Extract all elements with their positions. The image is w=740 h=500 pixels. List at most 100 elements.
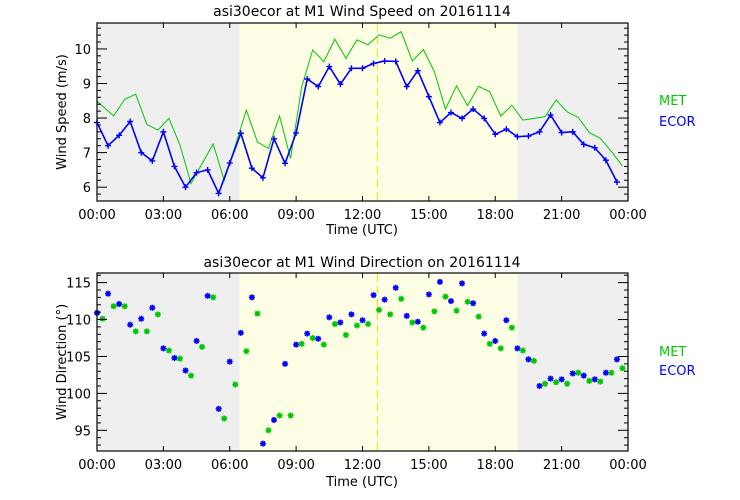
data-point-ecor <box>525 356 532 363</box>
data-point-ecor <box>138 149 145 156</box>
data-point-met <box>586 377 593 384</box>
data-point-ecor <box>448 298 454 305</box>
data-point-ecor <box>481 115 488 122</box>
data-point-ecor <box>436 119 443 126</box>
data-point-met <box>199 343 206 350</box>
data-point-ecor <box>326 314 333 321</box>
data-point-met <box>486 340 493 347</box>
x-tick-label: 00:00 <box>78 458 115 473</box>
data-point-met <box>132 328 139 335</box>
y-tick-label: 6 <box>83 181 91 196</box>
data-point-ecor <box>160 128 167 135</box>
data-point-ecor <box>259 174 266 181</box>
data-point-ecor <box>613 178 620 185</box>
data-point-met <box>420 324 427 331</box>
night-shading <box>517 23 628 201</box>
wind-speed-ylabel: Wind Speed (m/s) <box>55 54 70 170</box>
legend-ecor-label: ECOR <box>659 115 696 130</box>
data-point-ecor <box>381 296 388 303</box>
data-point-met <box>287 412 294 419</box>
data-point-ecor <box>271 135 277 142</box>
data-point-met <box>210 294 217 301</box>
data-point-ecor <box>149 157 156 164</box>
series-line-met <box>96 30 623 186</box>
data-point-ecor <box>492 337 499 344</box>
data-point-ecor <box>215 405 222 412</box>
data-point-met <box>154 311 161 318</box>
data-point-ecor <box>580 141 587 148</box>
data-point-ecor <box>337 81 344 88</box>
data-point-ecor <box>226 159 233 166</box>
y-tick-label: 10 <box>74 43 91 58</box>
data-point-met <box>442 293 449 300</box>
data-point-ecor <box>193 169 200 176</box>
x-tick-label: 00:00 <box>78 208 115 223</box>
night-shading <box>97 23 240 201</box>
data-point-met <box>564 380 571 387</box>
data-point-ecor <box>226 358 233 365</box>
data-point-ecor <box>392 284 399 291</box>
data-point-ecor <box>381 58 388 65</box>
data-point-met <box>353 322 360 329</box>
data-point-met <box>530 357 537 364</box>
x-tick-label: 15:00 <box>410 458 447 473</box>
data-point-ecor <box>525 133 532 140</box>
data-point-met <box>519 347 526 354</box>
data-point-ecor <box>116 301 123 308</box>
data-point-met <box>453 307 460 314</box>
wind-speed-panel: 6 7 8 9 10 00:00 03:00 06:00 09:00 12:00 15:00 18:0… <box>55 4 696 238</box>
data-point-ecor <box>392 58 399 65</box>
data-point-ecor <box>591 376 598 383</box>
data-point-ecor <box>613 356 620 363</box>
legend-met-label: MET <box>659 94 686 109</box>
data-point-ecor <box>425 291 432 298</box>
x-tick-label: 12:00 <box>344 208 381 223</box>
data-point-met <box>165 347 172 354</box>
x-tick-label: 00:00 <box>609 208 646 223</box>
y-tick-label: 8 <box>83 112 91 127</box>
data-point-ecor <box>370 292 377 299</box>
data-point-met <box>110 303 117 310</box>
data-point-met <box>176 355 183 362</box>
data-point-ecor <box>514 345 521 352</box>
wind-direction-title: asi30ecor at M1 Wind Direction on 201611… <box>203 255 520 271</box>
y-tick-label: 7 <box>83 147 91 162</box>
data-point-ecor <box>481 330 488 337</box>
data-point-ecor <box>127 321 134 328</box>
data-point-ecor <box>237 329 244 336</box>
data-point-ecor <box>215 190 222 197</box>
data-point-met <box>475 313 482 320</box>
data-point-ecor <box>448 109 454 116</box>
data-point-ecor <box>326 63 333 70</box>
data-point-ecor <box>602 157 609 164</box>
data-point-ecor <box>436 278 443 285</box>
data-point-ecor <box>536 128 543 135</box>
data-point-met <box>398 295 405 302</box>
legend-met-label: MET <box>659 345 686 360</box>
daylight-shading <box>239 273 518 451</box>
x-tick-label: 21:00 <box>543 458 580 473</box>
data-point-ecor <box>304 330 311 337</box>
data-point-ecor <box>470 300 477 307</box>
data-point-ecor <box>359 317 366 324</box>
y-tick-label: 95 <box>74 424 91 439</box>
data-point-ecor <box>127 118 134 125</box>
data-point-ecor <box>414 67 421 74</box>
x-tick-label: 06:00 <box>211 208 248 223</box>
x-tick-label: 06:00 <box>211 458 248 473</box>
data-point-ecor <box>514 133 521 140</box>
data-point-met <box>431 308 438 315</box>
x-tick-label: 21:00 <box>543 208 580 223</box>
daylight-shading <box>239 23 518 201</box>
data-point-met <box>221 415 228 422</box>
wind-direction-xlabel: Time (UTC) <box>325 475 398 490</box>
data-point-ecor <box>149 304 156 311</box>
data-point-ecor <box>403 83 410 90</box>
x-tick-label: 09:00 <box>277 458 314 473</box>
x-tick-label: 09:00 <box>277 208 314 223</box>
data-point-ecor <box>459 115 466 122</box>
data-point-met <box>276 412 283 419</box>
night-shading <box>97 273 240 451</box>
data-point-ecor <box>160 345 167 352</box>
x-tick-label: 15:00 <box>410 208 447 223</box>
